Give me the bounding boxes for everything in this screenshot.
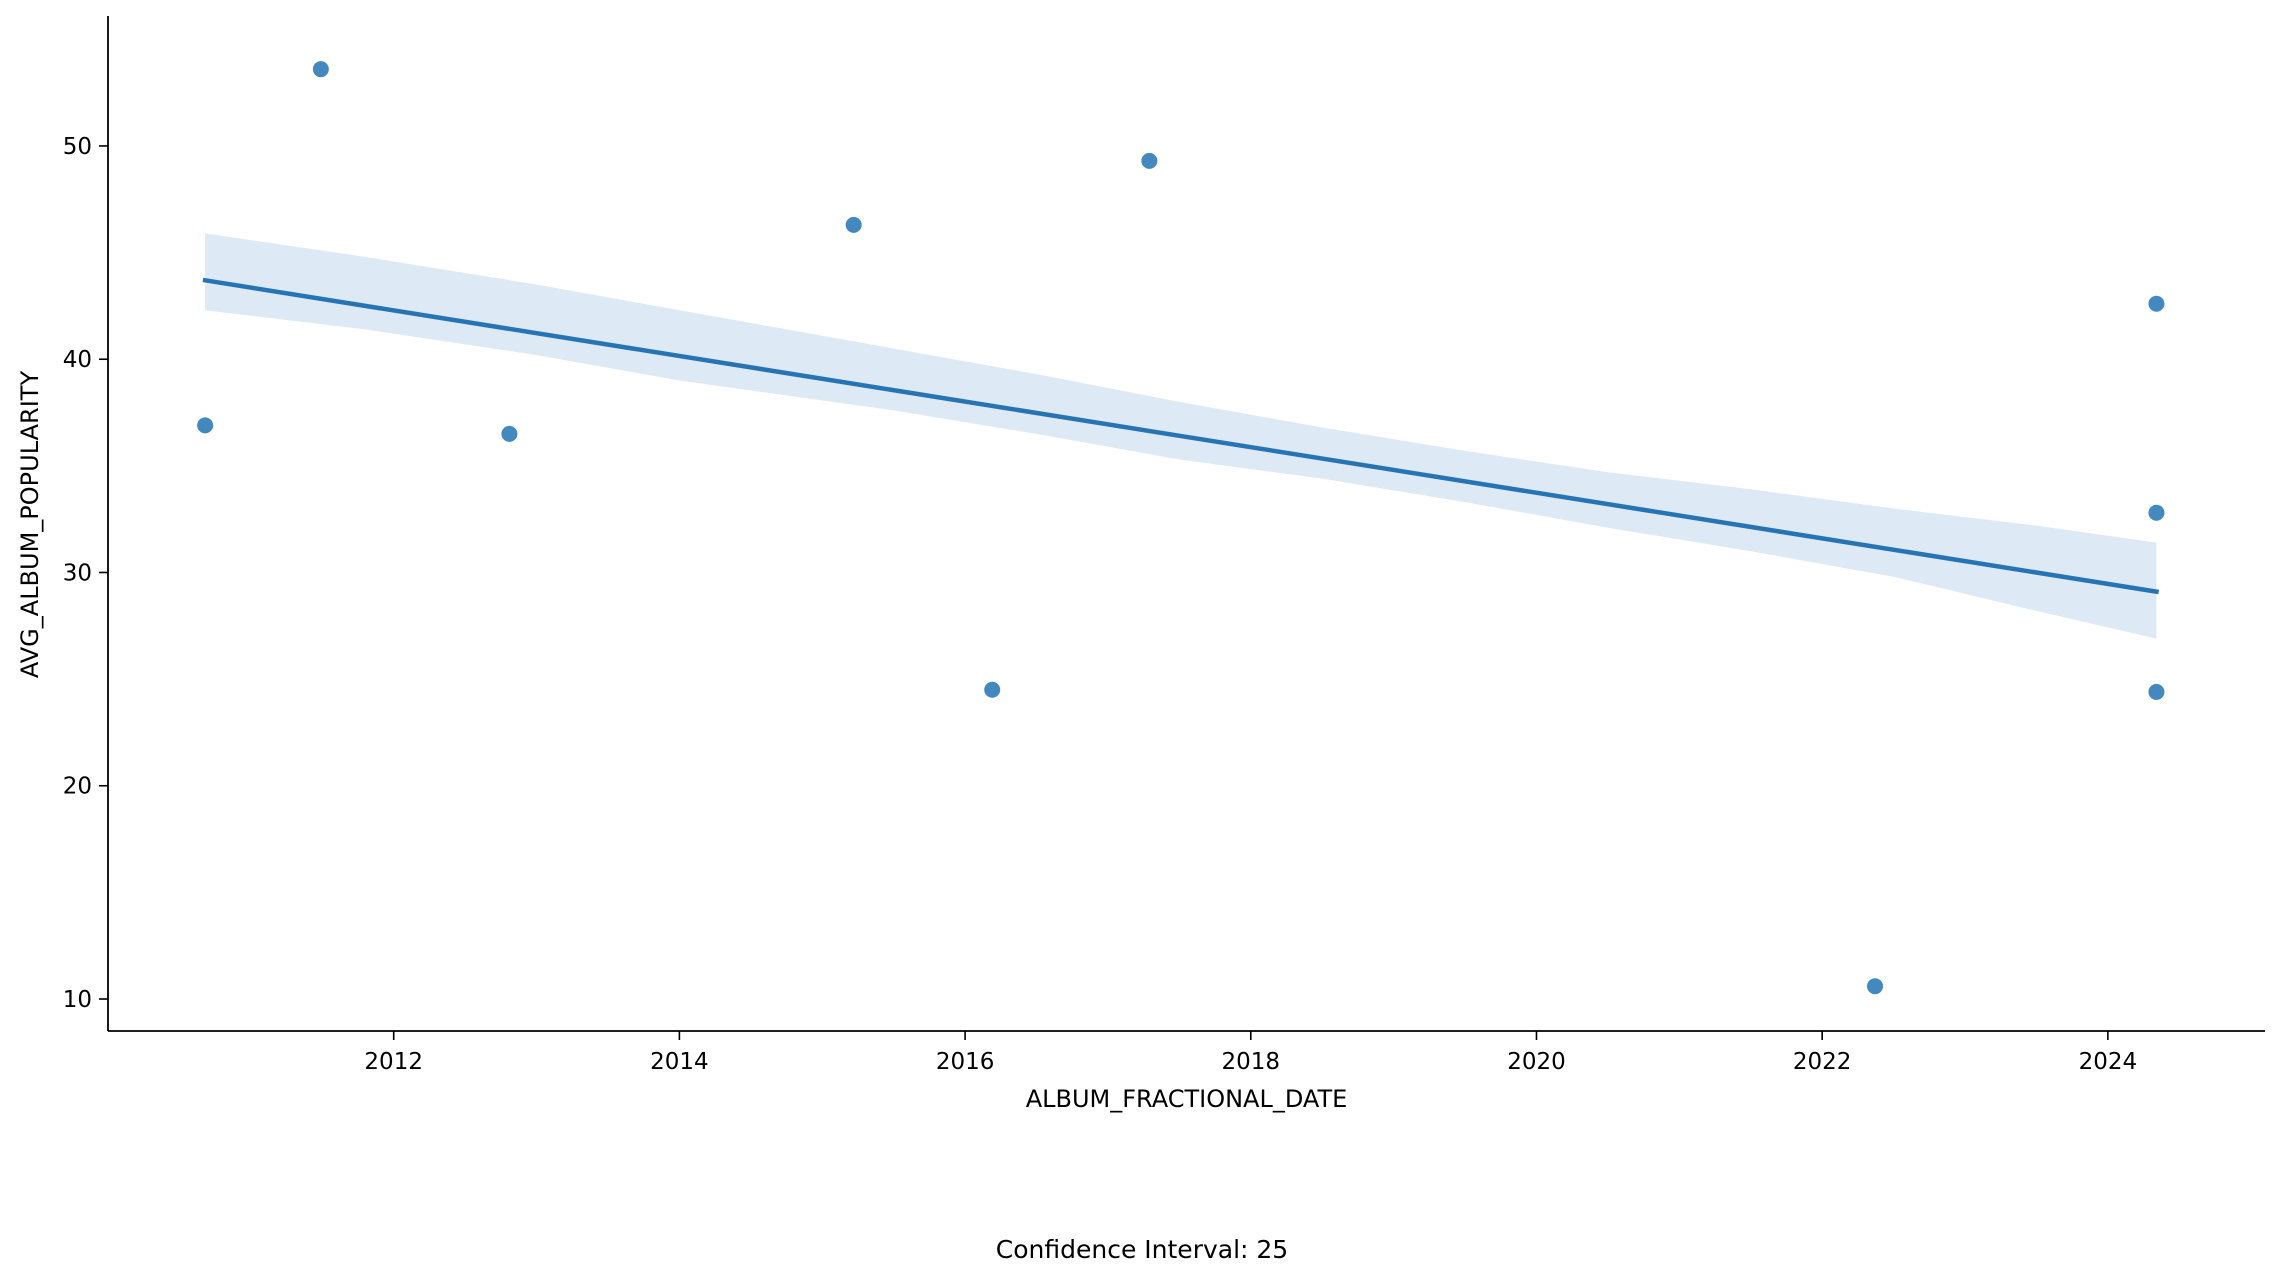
data-point-8 xyxy=(2148,295,2165,312)
data-point-9 xyxy=(2148,504,2165,521)
data-point-7 xyxy=(1867,978,1884,995)
y-tick-label-30: 30 xyxy=(63,560,92,586)
data-point-6 xyxy=(1141,152,1158,169)
x-axis-title: ALBUM_FRACTIONAL_DATE xyxy=(1026,1085,1348,1113)
regression-line xyxy=(202,277,2160,595)
x-tick-label-2018: 2018 xyxy=(1222,1049,1281,1075)
y-axis-title: AVG_ALBUM_POPULARITY xyxy=(16,371,44,679)
x-tick-label-2022: 2022 xyxy=(1793,1049,1852,1075)
data-point-1 xyxy=(197,417,214,434)
axes: 2012 2014 2016 2018 2020 2022 2024 10 20 30 40 50 xyxy=(63,16,2265,1075)
y-tick-label-40: 40 xyxy=(63,347,92,373)
x-tick-label-2016: 2016 xyxy=(936,1049,995,1075)
data-point-4 xyxy=(845,216,862,233)
regression-line-layer xyxy=(202,277,2160,595)
data-point-2 xyxy=(312,61,329,78)
y-tick-label-50: 50 xyxy=(63,134,92,160)
data-point-3 xyxy=(501,425,518,442)
data-point-5 xyxy=(984,681,1001,698)
data-point-10 xyxy=(2148,683,2165,700)
x-tick-label-2024: 2024 xyxy=(2079,1049,2138,1075)
confidence-interval-caption: Confidence Interval: 25 xyxy=(995,1235,1289,1264)
x-tick-label-2014: 2014 xyxy=(650,1049,709,1075)
y-tick-label-10: 10 xyxy=(63,987,92,1013)
scatter-points xyxy=(197,61,2165,995)
x-tick-label-2012: 2012 xyxy=(364,1049,423,1075)
y-tick-label-20: 20 xyxy=(63,774,92,800)
x-tick-label-2020: 2020 xyxy=(1507,1049,1566,1075)
